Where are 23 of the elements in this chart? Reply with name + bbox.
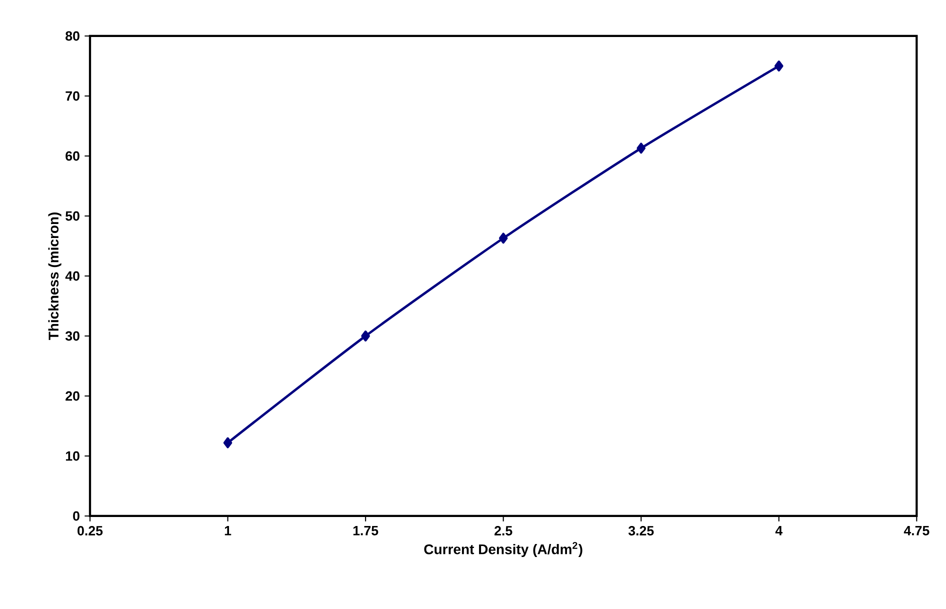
y-tick-label: 20 xyxy=(66,391,80,401)
y-tick-label: 0 xyxy=(73,511,80,521)
point xyxy=(223,437,232,448)
x-tick-label: 3.25 xyxy=(628,526,654,536)
y-tick-label: 70 xyxy=(66,91,80,101)
x-axis-title: Current Density (A/dm$^{2}$) xyxy=(424,542,582,558)
x-tick-label: 4.75 xyxy=(904,526,930,536)
y-axis-title: Thickness (micron) xyxy=(48,212,62,340)
x-tick-label: 4 xyxy=(775,526,783,536)
point xyxy=(636,142,646,154)
y-tick-label: 40 xyxy=(65,271,80,281)
x-tick-label: 2.5 xyxy=(494,526,512,536)
x-tick-label: 1 xyxy=(224,526,232,536)
point xyxy=(498,232,508,244)
y-tick-label: 60 xyxy=(66,151,80,161)
point xyxy=(361,330,370,342)
x-tick-label: 0.25 xyxy=(78,526,103,536)
y-tick-label: 50 xyxy=(66,211,80,221)
x-tick-label: 1.75 xyxy=(353,526,378,536)
y-tick-label: 10 xyxy=(66,451,80,461)
point xyxy=(774,60,784,72)
y-tick-label: 30 xyxy=(65,331,80,341)
y-tick-label: 80 xyxy=(66,31,80,41)
